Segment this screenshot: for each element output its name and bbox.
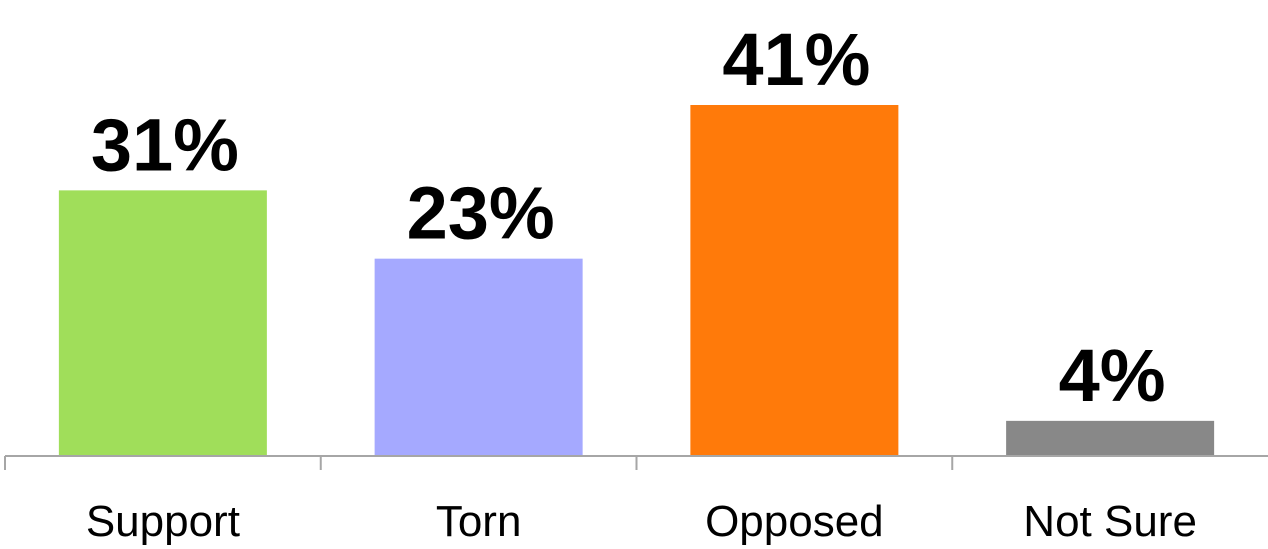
value-label: 4%: [1059, 334, 1166, 417]
x-tick-label: Not Sure: [1023, 497, 1197, 546]
bar: [690, 105, 899, 455]
x-tick-label: Opposed: [705, 497, 884, 546]
bar: [1006, 420, 1215, 455]
x-tick-label: Support: [86, 497, 240, 546]
value-label: 41%: [722, 18, 870, 101]
bar: [58, 190, 267, 456]
value-label: 31%: [91, 103, 239, 186]
bar: [374, 258, 583, 455]
x-tick-label: Torn: [436, 497, 522, 546]
value-label: 23%: [407, 172, 555, 255]
